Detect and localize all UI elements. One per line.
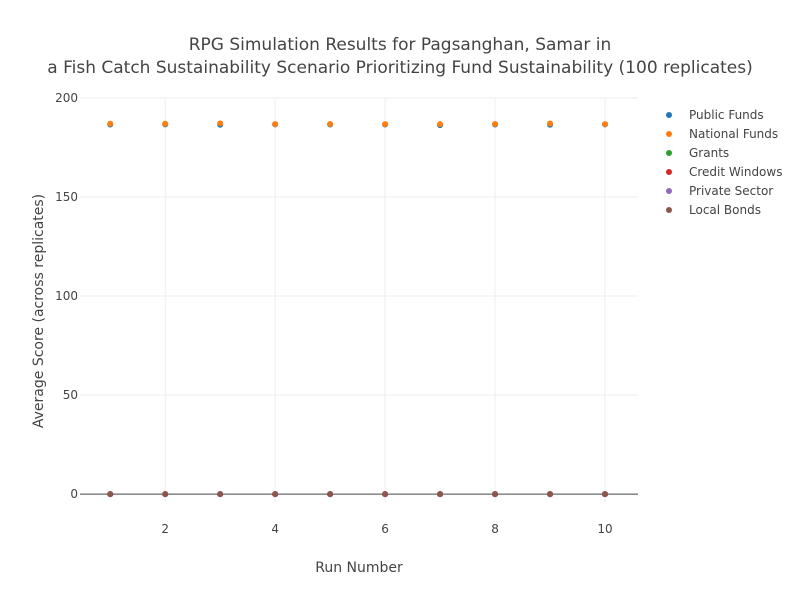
y-axis-ticks: 0 50 100 150 200 [55, 91, 78, 501]
point-national-funds [437, 121, 444, 128]
point-local-bonds [162, 491, 169, 498]
point-local-bonds [107, 491, 114, 498]
legend-marker-public-funds [666, 112, 672, 118]
legend-marker-national-funds [666, 131, 672, 137]
legend-label-private-sector: Private Sector [689, 184, 773, 198]
legend-marker-grants [666, 150, 672, 156]
legend-label-credit-windows: Credit Windows [689, 165, 782, 179]
legend-label-local-bonds: Local Bonds [689, 203, 761, 217]
legend-label-grants: Grants [689, 146, 729, 160]
x-axis-ticks: 2 4 6 8 10 [161, 522, 612, 536]
point-national-funds [492, 120, 499, 127]
y-tick-label: 150 [55, 190, 78, 204]
legend: Public Funds National Funds Grants Credit W… [666, 108, 782, 217]
legend-label-national-funds: National Funds [689, 127, 778, 141]
point-local-bonds [327, 491, 334, 498]
y-tick-label: 100 [55, 289, 78, 303]
point-local-bonds [547, 491, 554, 498]
point-national-funds [547, 120, 554, 127]
point-national-funds [217, 120, 224, 127]
y-tick-label: 50 [63, 388, 78, 402]
point-national-funds [272, 121, 279, 128]
x-axis-title: Run Number [315, 560, 403, 576]
x-tick-label: 4 [271, 522, 279, 536]
chart-title-line-1: RPG Simulation Results for Pagsanghan, S… [189, 35, 612, 55]
y-tick-label: 200 [55, 91, 78, 105]
x-tick-label: 2 [161, 522, 169, 536]
chart-title-line-2: a Fish Catch Sustainability Scenario Pri… [47, 58, 752, 78]
point-national-funds [602, 121, 609, 128]
legend-marker-local-bonds [666, 207, 672, 213]
point-national-funds [162, 120, 169, 127]
legend-label-public-funds: Public Funds [689, 108, 764, 122]
legend-marker-private-sector [666, 188, 672, 194]
y-axis-title: Average Score (across replicates) [31, 194, 47, 428]
data-points [107, 120, 609, 498]
point-local-bonds [492, 491, 499, 498]
x-tick-label: 8 [491, 522, 499, 536]
point-national-funds [382, 121, 389, 128]
x-tick-label: 10 [597, 522, 612, 536]
point-local-bonds [437, 491, 444, 498]
x-tick-label: 6 [381, 522, 389, 536]
point-local-bonds [382, 491, 389, 498]
point-local-bonds [272, 491, 279, 498]
point-national-funds [327, 120, 334, 127]
y-tick-label: 0 [70, 487, 78, 501]
gridlines [80, 97, 638, 502]
legend-marker-credit-windows [666, 169, 672, 175]
point-local-bonds [602, 491, 609, 498]
point-local-bonds [217, 491, 224, 498]
point-national-funds [107, 120, 114, 127]
